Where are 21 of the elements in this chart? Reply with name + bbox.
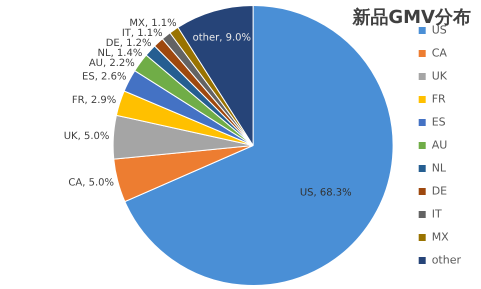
legend-label: MX — [432, 230, 450, 244]
data-label: ES, 2.6% — [82, 72, 126, 83]
legend-label: IT — [432, 207, 442, 220]
data-label: FR, 2.9% — [72, 95, 116, 106]
data-label: AU, 2.2% — [88, 58, 135, 70]
legend-label: FR — [432, 92, 446, 106]
data-label: MX, 1.1% — [129, 18, 177, 30]
data-label: NL, 1.4% — [98, 48, 142, 60]
data-label: IT, 1.1% — [122, 28, 163, 40]
legend-label: UK — [432, 69, 448, 82]
legend-label: NL — [432, 161, 447, 174]
legend-label: DE — [432, 184, 448, 198]
legend-label: AU — [432, 138, 448, 152]
legend-label: ES — [432, 115, 446, 128]
data-label: CA, 5.0% — [68, 177, 114, 188]
data-label: US, 68.3% — [300, 188, 352, 199]
data-label: DE, 1.2% — [106, 38, 152, 50]
data-label: other, 9.0% — [192, 32, 251, 44]
legend-label: other — [432, 253, 462, 266]
data-label: UK, 5.0% — [64, 131, 110, 142]
legend-label: CA — [432, 46, 448, 60]
